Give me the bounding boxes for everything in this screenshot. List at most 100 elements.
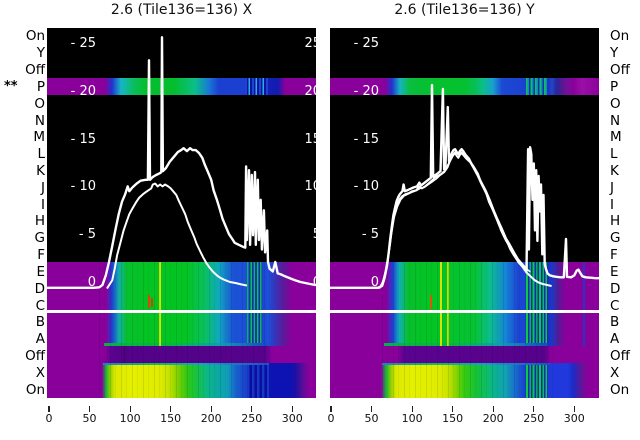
- y-tick-label: - 5: [361, 227, 379, 243]
- row-label-left: X: [35, 364, 45, 381]
- row-label-right: P: [610, 78, 619, 95]
- x-tick-mark: [48, 406, 50, 412]
- x-tick-mark: [129, 406, 131, 412]
- y-tick-label: - 20: [70, 83, 96, 99]
- blue-vertical-line: [583, 262, 585, 346]
- row-label-right: O: [610, 95, 621, 112]
- panel-title-y: 2.6 (Tile136=136) Y: [394, 2, 535, 18]
- row-label-left: On: [25, 28, 45, 45]
- x-tick-label: 300: [563, 412, 585, 425]
- hot-yellow-line: [440, 262, 442, 346]
- x-tick-label: 100: [401, 412, 423, 425]
- profile-curves: [330, 83, 599, 289]
- x-tick-mark: [170, 406, 172, 412]
- row-label-right: A: [610, 331, 620, 348]
- heatmap-band-off: [330, 346, 599, 363]
- heatmap-band-x-on-top-edge: [382, 363, 550, 365]
- heatmap-panel-x: - 25 - 20 - 15 - 10 - 5 0 25 20 15 10 5 0: [47, 28, 316, 398]
- y-tick-label: - 25: [70, 36, 96, 51]
- row-label-left: M: [33, 129, 45, 146]
- row-label-left: G: [34, 230, 45, 247]
- heatmap-panel-y: - 25 - 20 - 15 - 10 - 5 0: [330, 28, 599, 398]
- hot-red-mark: [151, 298, 153, 307]
- y-tick-label: - 15: [353, 131, 379, 147]
- x-tick-mark: [452, 406, 454, 412]
- y-tick-label-right: 10: [304, 179, 316, 195]
- profile-curves: [47, 36, 316, 289]
- hot-yellow-line: [447, 262, 449, 346]
- row-label-left: Off: [25, 62, 45, 79]
- y-tick-label: - 10: [353, 179, 379, 195]
- x-tick-label: 150: [160, 412, 182, 425]
- x-tick-label: 200: [482, 412, 504, 425]
- heatmap-band-p-stripes: [526, 78, 547, 95]
- x-tick-label: 0: [327, 412, 335, 425]
- curve-outer-profile: [47, 36, 316, 289]
- row-label-left: E: [36, 263, 45, 280]
- row-label-left: L: [37, 146, 45, 163]
- x-tick-label: 0: [45, 412, 53, 425]
- heatmap-band-p-stripes: [245, 78, 268, 95]
- x-tick-mark: [573, 406, 575, 412]
- y-tick-label: 0: [370, 275, 379, 290]
- row-label-left: H: [34, 213, 45, 230]
- x-tick-mark: [210, 406, 212, 412]
- x-tick-label: 250: [523, 412, 545, 425]
- row-label-right: I: [610, 196, 614, 213]
- heatmap-band-edcba-stripes: [247, 262, 262, 346]
- x-tick-label: 150: [442, 412, 464, 425]
- curve-profile-2: [378, 152, 552, 289]
- row-label-left: Off: [25, 347, 45, 364]
- row-label-left: D: [34, 280, 45, 297]
- row-label-right: H: [610, 213, 621, 230]
- row-label-right: E: [610, 263, 619, 280]
- x-tick-label: 200: [200, 412, 222, 425]
- row-label-right: C: [610, 297, 620, 314]
- row-label-right: D: [610, 280, 621, 297]
- heatmap-band-x-on-stripes: [526, 363, 547, 398]
- row-label-left: K: [36, 162, 45, 179]
- x-axis-right-panel: 0 50 100 150 200 250 300: [327, 398, 599, 440]
- row-label-left: J: [41, 179, 45, 196]
- row-label-left: P: [36, 78, 45, 95]
- row-label-right: On: [610, 381, 630, 398]
- row-label-right: On: [610, 28, 630, 45]
- heatmap-band-edcba-bottom-edge: [104, 343, 268, 346]
- x-tick-mark: [88, 406, 91, 412]
- x-tick-label: 50: [82, 412, 97, 425]
- hot-red-mark: [148, 295, 150, 308]
- row-label-left: Y: [36, 45, 45, 62]
- row-label-right: M: [610, 129, 622, 146]
- y-tick-label: - 5: [78, 227, 96, 243]
- row-label-right: Off: [610, 347, 630, 364]
- heatmap-band-edcba: [47, 262, 316, 346]
- row-label-right: G: [610, 230, 621, 247]
- row-label-right: X: [610, 364, 620, 381]
- curve-inner-profile: [106, 182, 248, 289]
- y-tick-label: - 10: [70, 179, 96, 195]
- heatmap-band-off: [47, 346, 316, 363]
- x-tick-label: 100: [119, 412, 141, 425]
- heatmap-band-x-on: [330, 363, 599, 398]
- row-label-right: L: [610, 146, 618, 163]
- row-label-left: A: [35, 331, 45, 348]
- x-tick-label: 300: [281, 412, 303, 425]
- heatmap-band-x-on: [47, 363, 316, 398]
- y-tick-label: 0: [87, 275, 96, 290]
- hot-red-mark: [430, 295, 432, 309]
- x-tick-mark: [370, 406, 373, 412]
- row-label-right: K: [610, 162, 619, 179]
- row-label-right: Y: [610, 45, 619, 62]
- white-separator-line: [47, 310, 316, 313]
- row-label-left: O: [34, 95, 45, 112]
- heatmap-texture: [382, 262, 554, 398]
- x-tick-label: 50: [364, 412, 379, 425]
- panel-title-x: 2.6 (Tile136=136) X: [110, 2, 253, 18]
- y-tick-label-right: 20: [304, 83, 316, 99]
- row-label-right: Off: [610, 62, 630, 79]
- heatmap-band-x-on-top-edge: [103, 363, 269, 365]
- y-tick-label-right: 25: [304, 36, 316, 51]
- x-tick-mark: [251, 406, 253, 412]
- x-tick-mark: [411, 406, 413, 412]
